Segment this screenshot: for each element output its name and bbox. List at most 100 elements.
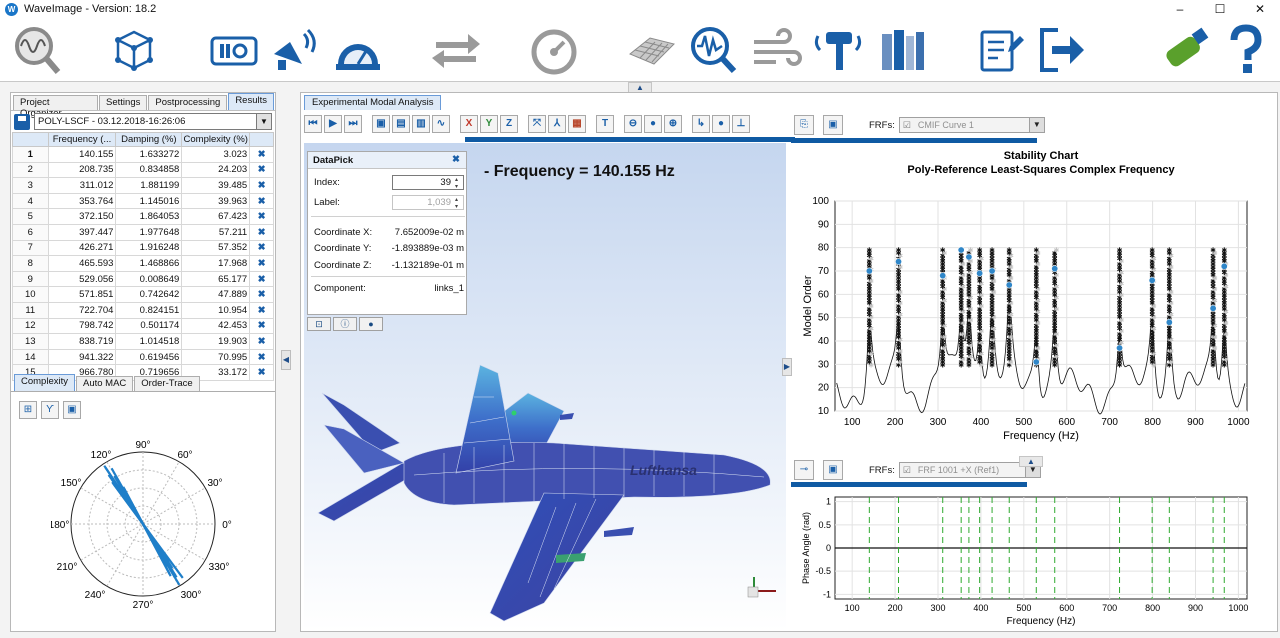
first-mode-button[interactable]: ⏮ xyxy=(304,115,322,133)
film-button[interactable]: ▤ xyxy=(392,115,410,133)
export-button[interactable] xyxy=(1034,22,1090,78)
delete-mode-icon[interactable]: ✖ xyxy=(249,192,274,210)
signal-search-button[interactable] xyxy=(684,22,740,78)
tab-results[interactable]: Results xyxy=(228,93,274,110)
tab-complexity[interactable]: Complexity xyxy=(14,374,75,391)
index-stepper[interactable]: 39 xyxy=(392,174,464,190)
table-row[interactable]: 12 798.742 0.501174 42.453 ✖ xyxy=(12,317,274,335)
table-row[interactable]: 5 372.150 1.864053 67.423 ✖ xyxy=(12,208,274,225)
tab-order-trace[interactable]: Order-Trace xyxy=(134,376,200,391)
hammer-button[interactable] xyxy=(810,22,866,78)
delete-mode-icon[interactable]: ✖ xyxy=(249,177,274,194)
delete-mode-icon[interactable]: ✖ xyxy=(249,333,274,350)
pick-node-button[interactable]: ⊡ xyxy=(307,317,331,331)
delete-mode-icon[interactable]: ✖ xyxy=(249,146,274,163)
delete-mode-icon[interactable]: ✖ xyxy=(249,223,274,241)
collapse-chart-button[interactable]: ▲ xyxy=(1019,456,1043,467)
film-strip-button[interactable]: ▥ xyxy=(412,115,430,133)
axes-button[interactable]: ⅄ xyxy=(548,115,566,133)
wind-button[interactable] xyxy=(748,22,804,78)
tab-settings[interactable]: Settings xyxy=(99,95,148,110)
left-splitter[interactable]: ◀ xyxy=(281,92,291,632)
delete-mode-icon[interactable]: ✖ xyxy=(249,301,274,319)
close-button[interactable]: ✕ xyxy=(1254,2,1266,16)
text-button[interactable]: T xyxy=(596,115,614,133)
waveform-button[interactable]: ∿ xyxy=(432,115,450,133)
delete-mode-icon[interactable]: ✖ xyxy=(249,364,274,381)
license-usb-button[interactable] xyxy=(1156,22,1212,78)
zoom-out-button[interactable]: ⊖ xyxy=(624,115,642,133)
marker-toggle-button[interactable]: ● xyxy=(359,317,383,331)
save-plot-button[interactable]: ▣ xyxy=(63,401,81,419)
maximize-button[interactable]: ☐ xyxy=(1214,2,1226,16)
wave-analysis-button[interactable] xyxy=(8,22,64,78)
phase-chart[interactable]: 100 200 300 400 500 600 700 800 900 1000 1 0.5 0 -0.5… xyxy=(791,491,1277,627)
fit-view-button[interactable]: ⤧ xyxy=(528,115,546,133)
add-axes-button[interactable]: ⊥ xyxy=(732,115,750,133)
minimize-button[interactable]: – xyxy=(1176,2,1184,16)
chevron-down-icon[interactable]: ▼ xyxy=(256,114,271,129)
tab-auto-mac[interactable]: Auto MAC xyxy=(76,376,134,391)
table-row[interactable]: 8 465.593 1.468866 17.968 ✖ xyxy=(12,255,274,272)
delete-mode-icon[interactable]: ✖ xyxy=(249,317,274,335)
x-axis-button[interactable]: X xyxy=(460,115,478,133)
library-button[interactable] xyxy=(874,22,930,78)
delete-mode-icon[interactable]: ✖ xyxy=(249,286,274,303)
report-button[interactable] xyxy=(972,22,1028,78)
excitation-button[interactable] xyxy=(266,22,322,78)
point-button[interactable]: ● xyxy=(644,115,662,133)
chart-axes-button[interactable]: ↳ xyxy=(692,115,710,133)
table-row[interactable]: 9 529.056 0.008649 65.177 ✖ xyxy=(12,270,274,288)
delete-mode-icon[interactable]: ✖ xyxy=(249,239,274,257)
link-button[interactable]: ⊸ xyxy=(794,460,814,480)
attach-button[interactable]: ⎘ xyxy=(794,115,814,135)
delete-mode-icon[interactable]: ✖ xyxy=(249,348,274,366)
y-axis-button[interactable]: Y xyxy=(480,115,498,133)
collapse-left-icon[interactable]: ◀ xyxy=(281,350,291,370)
tab-experimental-modal-analysis[interactable]: Experimental Modal Analysis xyxy=(304,95,442,110)
speedometer-button[interactable] xyxy=(526,22,582,78)
curve-select-button[interactable]: ϒ xyxy=(41,401,59,419)
table-row[interactable]: 1 140.155 1.633272 3.023 ✖ xyxy=(12,146,274,163)
table-row[interactable]: 13 838.719 1.014518 19.903 ✖ xyxy=(12,333,274,350)
table-row[interactable]: 3 311.012 1.881199 39.485 ✖ xyxy=(12,177,274,194)
tab-postprocessing[interactable]: Postprocessing xyxy=(148,95,228,110)
delete-mode-icon[interactable]: ✖ xyxy=(249,255,274,272)
column-header-frequency[interactable]: Frequency (... xyxy=(47,132,117,147)
geometry-button[interactable] xyxy=(106,22,162,78)
table-row[interactable]: 7 426.271 1.916248 57.352 ✖ xyxy=(12,239,274,257)
z-axis-button[interactable]: Z xyxy=(500,115,518,133)
measurement-frontend-button[interactable] xyxy=(206,22,262,78)
table-row[interactable]: 4 353.764 1.145016 39.963 ✖ xyxy=(12,192,274,210)
table-row[interactable]: 2 208.735 0.834858 24.203 ✖ xyxy=(12,161,274,179)
table-row[interactable]: 6 397.447 1.977648 57.211 ✖ xyxy=(12,223,274,241)
transfer-button[interactable] xyxy=(428,22,484,78)
gauge-button[interactable] xyxy=(330,22,386,78)
save-view-button[interactable]: ▣ xyxy=(372,115,390,133)
3d-viewport[interactable]: - Frequency = 140.155 Hz xyxy=(304,143,786,631)
column-header-damping[interactable]: Damping (%) xyxy=(115,132,183,147)
delete-mode-icon[interactable]: ✖ xyxy=(249,270,274,288)
result-set-select[interactable]: POLY-LSCF - 03.12.2018-16:26:06 ▼ xyxy=(34,113,272,130)
help-button[interactable] xyxy=(1218,22,1274,78)
table-row[interactable]: 14 941.322 0.619456 70.995 ✖ xyxy=(12,348,274,366)
marker-button[interactable]: ● xyxy=(712,115,730,133)
plot-settings-button[interactable]: ⊞ xyxy=(19,401,37,419)
table-row[interactable]: 11 722.704 0.824151 10.954 ✖ xyxy=(12,301,274,319)
tab-project-organizer[interactable]: Project Organizer xyxy=(13,95,99,119)
save-chart-button[interactable]: ▣ xyxy=(823,115,843,135)
next-mode-button[interactable]: ⏭ xyxy=(344,115,362,133)
zoom-in-button[interactable]: ⊕ xyxy=(664,115,682,133)
column-header-complexity[interactable]: Complexity (%) xyxy=(181,132,251,147)
save-results-icon[interactable] xyxy=(14,113,30,130)
colormap-button[interactable]: ▦ xyxy=(568,115,586,133)
stability-chart[interactable]: Stability Chart Poly-Reference Least-Squa… xyxy=(791,145,1277,449)
expand-right-icon[interactable]: ▶ xyxy=(782,358,792,376)
close-icon[interactable]: ✖ xyxy=(452,154,460,165)
delete-mode-icon[interactable]: ✖ xyxy=(249,161,274,179)
info-button[interactable]: ⓘ xyxy=(333,317,357,331)
delete-mode-icon[interactable]: ✖ xyxy=(249,208,274,225)
save-phase-button[interactable]: ▣ xyxy=(823,460,843,480)
mesh-button[interactable] xyxy=(624,22,680,78)
table-row[interactable]: 10 571.851 0.742642 47.889 ✖ xyxy=(12,286,274,303)
